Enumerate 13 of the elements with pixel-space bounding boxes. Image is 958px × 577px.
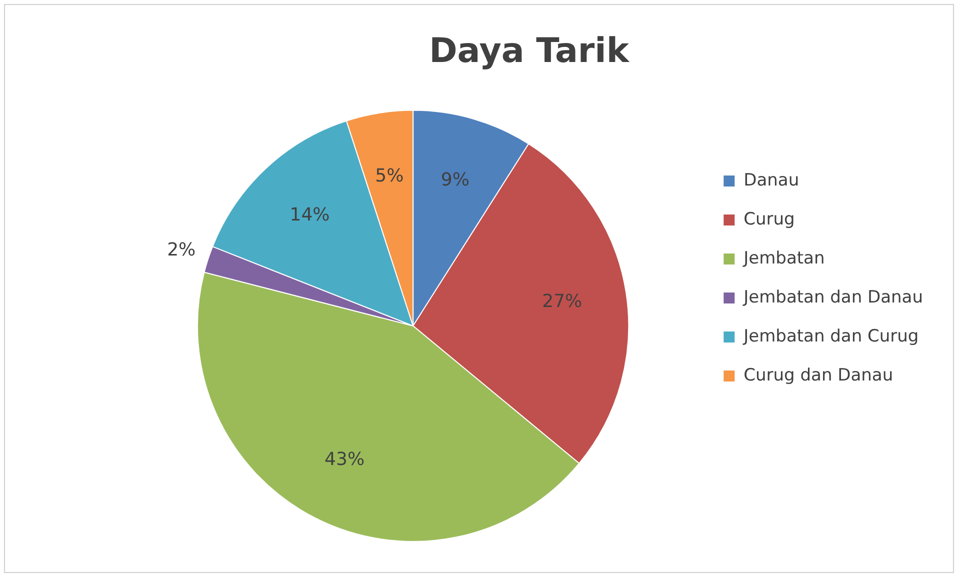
data-label: 9% <box>440 170 470 191</box>
data-label: 27% <box>542 290 582 312</box>
legend-label: Jembatan dan Danau <box>742 287 924 308</box>
data-label: 14% <box>290 204 330 226</box>
legend-label: Curug dan Danau <box>744 365 894 386</box>
chart-title: Daya Tarik <box>429 31 630 72</box>
legend-label: Curug <box>744 209 795 230</box>
legend-label: Jembatan dan Curug <box>742 326 919 346</box>
data-label: 5% <box>375 166 404 187</box>
legend-label: Jembatan <box>742 248 825 268</box>
data-label: 2% <box>167 239 196 260</box>
data-label: 43% <box>324 449 365 470</box>
legend-label: Danau <box>744 170 800 190</box>
